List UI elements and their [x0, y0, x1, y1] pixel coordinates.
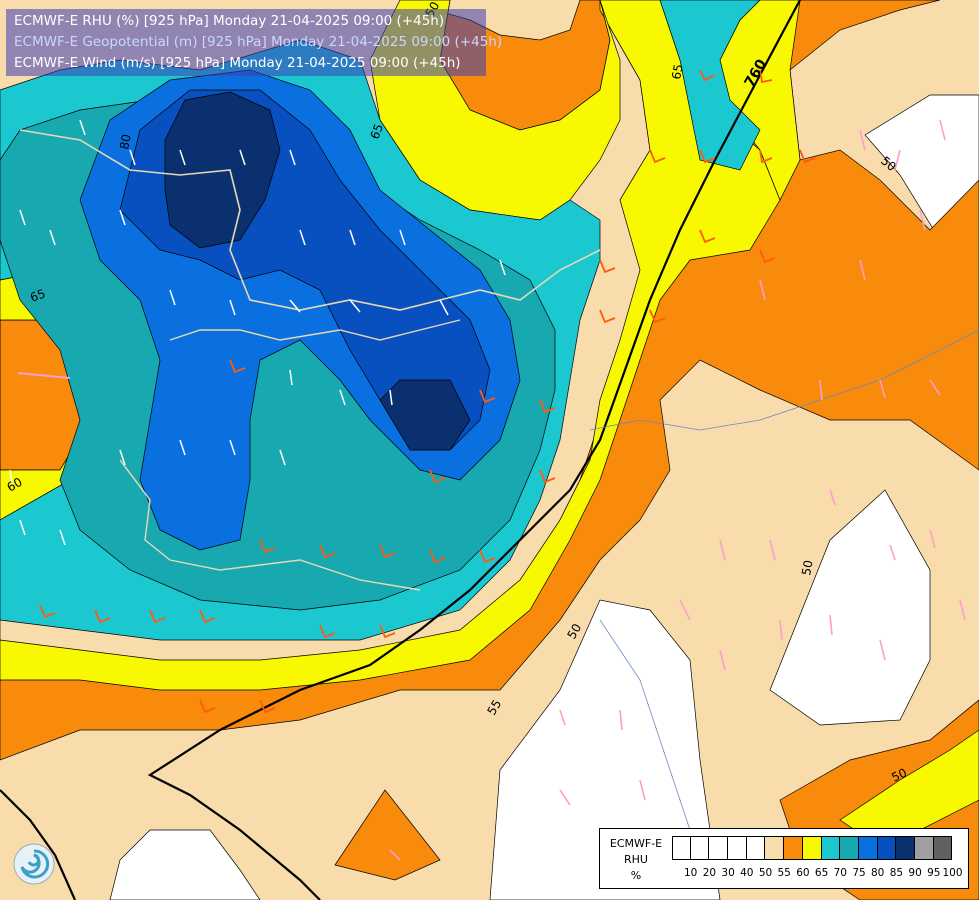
contour-label: 60: [5, 475, 25, 495]
geopotential-contour-line: [0, 789, 77, 900]
title-geopotential: ECMWF-E Geopotential (m) [925 hPa] Monda…: [14, 34, 503, 50]
rh-85-90-area: [379, 379, 471, 451]
legend-tick-label: 30: [721, 867, 735, 879]
legend-swatch: [709, 836, 729, 860]
legend-tick-label: 85: [889, 867, 904, 879]
title-box: ECMWF-E RHU (%) [925 hPa] Monday 21-04-2…: [6, 9, 502, 76]
legend-tick-label: 75: [852, 867, 866, 879]
legend-tick-label: 80: [871, 867, 885, 879]
legend-label-unit: %: [630, 869, 642, 882]
legend-tick-label: 100: [942, 867, 963, 879]
legend-swatch: [840, 836, 859, 860]
geopotential-contour-line: [147, 0, 801, 900]
ecmwf-swirl-icon: [13, 843, 55, 885]
legend-tick-label: 40: [740, 867, 754, 879]
wind-barbs-light: [389, 119, 966, 861]
legend-tick-label: 95: [927, 867, 941, 879]
river: [589, 329, 979, 431]
legend-swatch: [765, 836, 785, 860]
contour-label: 65: [368, 122, 386, 141]
legend-tick-label: 20: [702, 867, 717, 879]
rh-65-70-area: [659, 0, 761, 171]
country-border: [19, 129, 601, 311]
contour-label: 50: [889, 766, 909, 785]
legend-tick-label: 65: [814, 867, 829, 879]
contour-label: 65: [28, 286, 47, 304]
legend-tick-label: 70: [833, 867, 847, 879]
legend-swatch: [877, 836, 897, 860]
country-border: [119, 459, 421, 591]
legend-swatch: [858, 836, 878, 860]
legend-label-model: ECMWF-E: [609, 837, 663, 850]
legend-swatch: [784, 836, 803, 860]
rh-55-60-area: [334, 789, 441, 881]
river: [599, 619, 701, 861]
wind-barbs-white: [9, 119, 506, 546]
title-rhu: ECMWF-E RHU (%) [925 hPa] Monday 21-04-2…: [14, 13, 445, 29]
legend-ticks: 10 20 30 40 50 55 60 65 70 75 80 85 90 95 100: [672, 867, 972, 883]
title-wind: ECMWF-E Wind (m/s) [925 hPa] Monday 21-0…: [14, 55, 461, 71]
legend-tick-label: 90: [908, 867, 922, 879]
legend-swatch: [690, 836, 710, 860]
legend-tick-label: 55: [777, 867, 791, 879]
legend-tick-label: 10: [684, 867, 698, 879]
color-legend: ECMWF-E RHU % 10 20 30 40 50 55 60 65 70 75 80 85 90…: [599, 828, 969, 889]
legend-swatch: [672, 836, 691, 860]
contour-label: 65: [669, 63, 685, 80]
wind-barb-light-long: [17, 372, 71, 379]
legend-swatch: [746, 836, 766, 860]
legend-label-variable: RHU: [624, 853, 648, 866]
legend-swatch: [821, 836, 841, 860]
country-border: [169, 319, 461, 341]
rh-below-50-area: [109, 829, 261, 900]
legend-swatches: [672, 836, 953, 860]
contour-label: 55: [484, 697, 504, 717]
rh-below-50-area: [769, 489, 931, 726]
wind-barbs-strong: [39, 69, 816, 714]
legend-tick-label: 50: [758, 867, 773, 879]
contour-label: 50: [799, 559, 815, 576]
legend-swatch: [802, 836, 822, 860]
legend-swatch: [896, 836, 915, 860]
legend-tick-label: 60: [796, 867, 810, 879]
contour-label: 80: [117, 133, 133, 150]
legend-swatch: [728, 836, 747, 860]
legend-swatch: [914, 836, 934, 860]
contour-label: 50: [564, 621, 584, 641]
legend-swatch: [933, 836, 953, 860]
